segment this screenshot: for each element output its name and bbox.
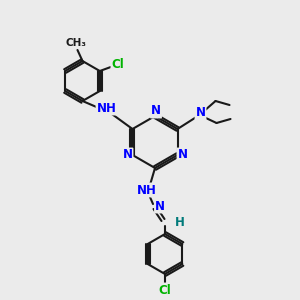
Text: NH: NH — [97, 101, 116, 115]
Text: N: N — [178, 148, 188, 161]
Text: Cl: Cl — [111, 58, 124, 70]
Text: Cl: Cl — [159, 284, 171, 296]
Text: N: N — [196, 106, 206, 119]
Text: CH₃: CH₃ — [66, 38, 87, 48]
Text: N: N — [122, 148, 133, 161]
Text: H: H — [175, 217, 185, 230]
Text: N: N — [155, 200, 165, 212]
Text: N: N — [151, 104, 161, 118]
Text: NH: NH — [137, 184, 157, 196]
